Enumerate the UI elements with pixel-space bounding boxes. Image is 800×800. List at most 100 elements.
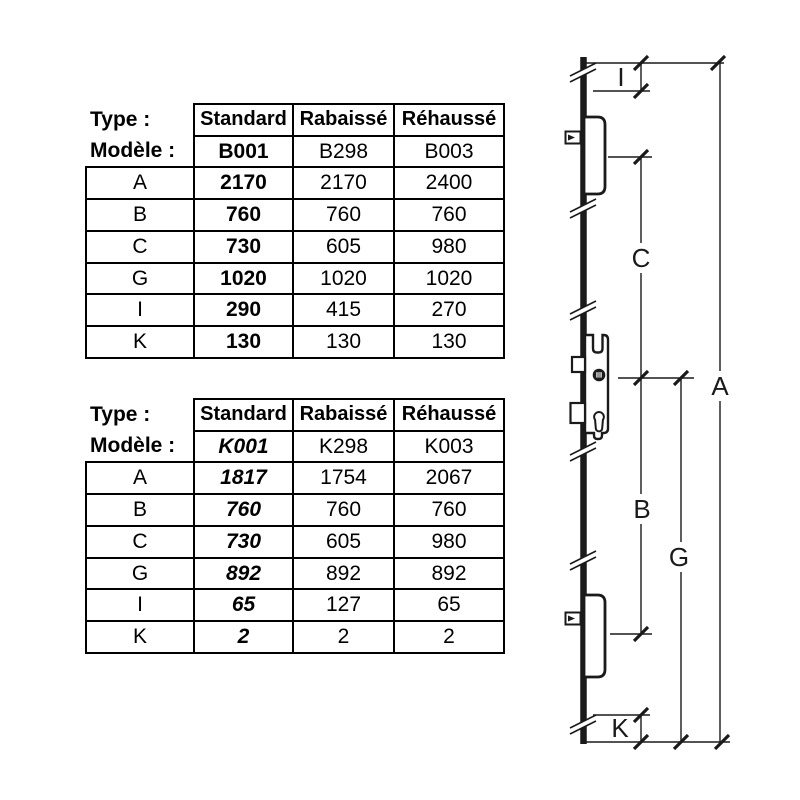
value-cell: 760 [393, 493, 505, 527]
value-cell: 1020 [393, 261, 505, 296]
row-label: B [85, 493, 195, 527]
value-cell: 2170 [193, 166, 294, 201]
table-row: A 2170 2170 2400 [85, 166, 505, 201]
value-cell: 65 [193, 588, 294, 622]
value-cell: 730 [193, 524, 294, 559]
value-cell: 127 [292, 588, 395, 622]
value-cell: 760 [292, 198, 395, 232]
table-row: Modèle : K001 K298 K003 [86, 429, 505, 464]
table-row: C 730 605 980 [85, 229, 505, 264]
dim-label-k: K [611, 713, 629, 743]
table-row: Type : Standard Rabaissé Réhaussé [86, 398, 505, 432]
table-row: G 1020 1020 1020 [85, 261, 505, 296]
value-cell: 760 [292, 493, 395, 527]
value-cell: 2400 [393, 166, 505, 201]
value-cell: 892 [193, 556, 294, 591]
model-label: Modèle : [90, 139, 176, 163]
value-cell: 892 [393, 556, 505, 591]
column-header: Réhaussé [393, 398, 505, 432]
value-cell: 2067 [393, 461, 505, 496]
table-row: Type : Standard Rabaissé Réhaussé [86, 103, 505, 137]
latch-bolt [570, 355, 587, 374]
bottom-keep [564, 593, 607, 679]
value-cell: 760 [393, 198, 505, 232]
model-cell: K001 [193, 429, 294, 464]
table-row: B 760 760 760 [85, 493, 505, 527]
top-keep [564, 115, 607, 196]
dim-label-a: A [711, 371, 729, 401]
value-cell: 760 [193, 493, 294, 527]
spec-table-k-series: Type : Standard Rabaissé Réhaussé Modèle… [85, 398, 505, 654]
value-cell: 1817 [193, 461, 294, 496]
dimension-labels: I C A B G K [611, 62, 729, 743]
value-cell: 2 [193, 619, 294, 654]
spec-table-b-series: Type : Standard Rabaissé Réhaussé Modèle… [85, 103, 505, 359]
model-cell: B298 [292, 134, 395, 169]
value-cell: 892 [292, 556, 395, 591]
value-cell: 1020 [193, 261, 294, 296]
value-cell: 290 [193, 293, 294, 327]
value-cell: 2 [393, 619, 505, 654]
model-label: Modèle : [90, 434, 176, 458]
dimension-tick-arrows [632, 54, 731, 751]
dim-label-b: B [633, 494, 650, 524]
dim-label-c: C [632, 243, 651, 273]
table-row: Modèle : B001 B298 B003 [86, 134, 505, 169]
value-cell: 130 [292, 324, 395, 359]
bottom-bolt-arrow-icon [568, 615, 575, 622]
value-cell: 605 [292, 524, 395, 559]
break-marks [568, 62, 598, 735]
row-label: B [85, 198, 195, 232]
row-label: G [85, 261, 195, 296]
dimension-lines [586, 62, 730, 743]
table-row: G 892 892 892 [85, 556, 505, 591]
value-cell: 2 [292, 619, 395, 654]
handle-spindle-hole-icon [592, 368, 606, 382]
row-label: K [85, 324, 195, 359]
model-cell: B003 [393, 134, 505, 169]
table-row: K 2 2 2 [85, 619, 505, 654]
value-cell: 415 [292, 293, 395, 327]
table-row: A 1817 1754 2067 [85, 461, 505, 496]
row-label: I [85, 293, 195, 327]
dead-bolt [569, 401, 587, 425]
value-cell: 130 [393, 324, 505, 359]
row-label: A [85, 461, 195, 496]
table-row: I 290 415 270 [85, 293, 505, 327]
table-row: C 730 605 980 [85, 524, 505, 559]
model-cell: K003 [393, 429, 505, 464]
gearbox-case [569, 333, 610, 441]
dim-label-i: I [617, 62, 624, 92]
row-label: A [85, 166, 195, 201]
row-label: G [85, 556, 195, 591]
value-cell: 2170 [292, 166, 395, 201]
value-cell: 980 [393, 524, 505, 559]
table-row: B 760 760 760 [85, 198, 505, 232]
top-bolt-arrow-icon [568, 134, 575, 141]
euro-cylinder-keyhole-icon [593, 411, 605, 433]
value-cell: 760 [193, 198, 294, 232]
lock-dimension-diagram: I C A B G K [564, 54, 731, 751]
dim-label-g: G [669, 542, 689, 572]
column-header: Rabaissé [292, 398, 395, 432]
row-label: C [85, 524, 195, 559]
row-label: C [85, 229, 195, 264]
value-cell: 130 [193, 324, 294, 359]
model-cell: K298 [292, 429, 395, 464]
table-row: I 65 127 65 [85, 588, 505, 622]
column-header: Standard [193, 103, 294, 137]
column-header: Rabaissé [292, 103, 395, 137]
row-label: I [85, 588, 195, 622]
value-cell: 605 [292, 229, 395, 264]
value-cell: 1754 [292, 461, 395, 496]
table-row: K 130 130 130 [85, 324, 505, 359]
row-label: K [85, 619, 195, 654]
column-header: Standard [193, 398, 294, 432]
model-cell: B001 [193, 134, 294, 169]
value-cell: 270 [393, 293, 505, 327]
column-header: Réhaussé [393, 103, 505, 137]
type-label: Type : [90, 403, 151, 426]
value-cell: 65 [393, 588, 505, 622]
value-cell: 1020 [292, 261, 395, 296]
